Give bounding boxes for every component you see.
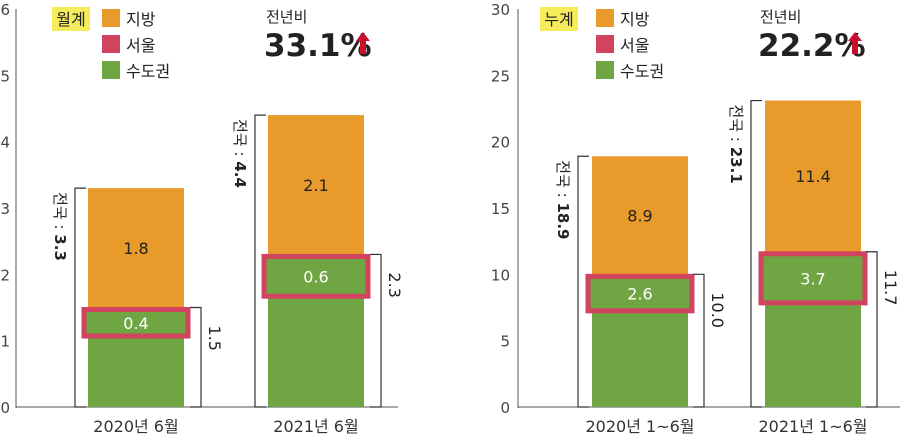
seoul-value-label: 0.6 [303, 267, 328, 286]
chart-panel-1: 0 1 2 3 4 5 6 0.4 1.8 2020년 6월 전국 : 3.3 1.5 0.6 2.1 20… [0, 1, 404, 436]
local-value-label: 11.4 [795, 167, 831, 186]
total-bracket [750, 99, 762, 408]
bar-local [765, 100, 861, 252]
legend-label: 지방 [126, 10, 156, 29]
capital-label-group: 1.5 [205, 326, 224, 351]
total-label-group: 전국 : 4.4 [231, 119, 249, 188]
total-label-value: 23.1 [727, 147, 745, 184]
y-tick-label: 20 [491, 134, 510, 152]
legend-label: 서울 [126, 36, 155, 55]
yoy-label: 전년비 [266, 8, 307, 26]
seoul-highlight-box [81, 307, 191, 339]
panel-tag: 누계 [544, 10, 573, 29]
x-category-label: 2021년 1~6월 [758, 417, 867, 436]
y-tick-label: 0 [0, 399, 10, 417]
up-arrow-icon [356, 32, 370, 54]
total-bracket [74, 187, 86, 408]
bar-local [592, 156, 688, 275]
tag-background [540, 7, 578, 31]
seoul-value-label: 3.7 [800, 269, 825, 288]
total-label-group: 전국 : 3.3 [51, 192, 69, 261]
total-label: 전국 : 3.3 [51, 192, 69, 261]
bar-local [88, 188, 184, 308]
yoy-value: 33.1% [264, 28, 372, 64]
legend-swatch [596, 61, 614, 79]
total-label-value: 4.4 [231, 161, 249, 188]
up-arrow-icon [848, 32, 862, 54]
capital-total-label: 10.0 [708, 292, 727, 328]
yoy-value: 22.2% [758, 28, 866, 64]
capital-label-group: 10.0 [708, 292, 727, 328]
total-label-prefix: 전국 : [727, 105, 745, 147]
capital-label-group: 2.3 [385, 272, 404, 297]
y-tick-label: 2 [0, 266, 10, 284]
y-tick-label: 4 [0, 134, 10, 152]
y-tick-label: 5 [500, 333, 510, 351]
capital-bracket [866, 251, 878, 408]
seoul-value-label: 0.4 [123, 314, 148, 333]
legend-swatch [596, 35, 614, 53]
local-value-label: 2.1 [303, 176, 328, 195]
y-tick-label: 30 [491, 1, 510, 19]
total-bracket [577, 155, 589, 408]
local-value-label: 1.8 [123, 239, 148, 258]
seoul-highlight-box [758, 251, 868, 306]
tag-background [52, 7, 90, 31]
legend-swatch [596, 9, 614, 27]
y-tick-label: 0 [500, 399, 510, 417]
seoul-highlight-box [585, 273, 695, 314]
x-category-label: 2020년 1~6월 [585, 417, 694, 436]
capital-total-label: 2.3 [385, 272, 404, 297]
total-label: 전국 : 23.1 [727, 105, 745, 184]
chart-panel-2: 0 5 10 15 20 25 30 2.6 8.9 2020년 1~6월 전국 : 18.9 10.… [491, 1, 900, 436]
legend-label: 지방 [620, 10, 650, 29]
x-category-label: 2021년 6월 [273, 417, 358, 436]
total-label-value: 3.3 [51, 234, 69, 261]
legend-label: 수도권 [620, 62, 664, 81]
legend-swatch [102, 61, 120, 79]
capital-total-label: 1.5 [205, 326, 224, 351]
capital-label-group: 11.7 [881, 270, 900, 306]
legend-label: 수도권 [126, 62, 170, 81]
x-category-label: 2020년 6월 [93, 417, 178, 436]
y-tick-label: 25 [491, 67, 510, 85]
legend-swatch [102, 9, 120, 27]
total-label-prefix: 전국 : [554, 160, 572, 202]
total-label-value: 18.9 [554, 202, 572, 239]
panel-tag: 월계 [56, 10, 85, 29]
seoul-highlight-box [261, 253, 371, 299]
capital-bracket [370, 253, 382, 408]
y-tick-label: 15 [491, 200, 510, 218]
y-tick-label: 6 [0, 1, 10, 19]
capital-bracket [693, 273, 705, 408]
capital-bracket [190, 306, 202, 408]
legend-swatch [102, 35, 120, 53]
y-tick-label: 10 [491, 266, 510, 284]
yoy-label: 전년비 [760, 8, 801, 26]
seoul-value-label: 2.6 [627, 285, 652, 304]
total-label-group: 전국 : 18.9 [554, 160, 572, 239]
total-label: 전국 : 4.4 [231, 119, 249, 188]
capital-total-label: 11.7 [881, 270, 900, 306]
total-label-group: 전국 : 23.1 [727, 105, 745, 184]
y-tick-label: 3 [0, 200, 10, 218]
y-tick-label: 1 [0, 333, 10, 351]
total-label-prefix: 전국 : [231, 119, 249, 161]
total-label-prefix: 전국 : [51, 192, 69, 234]
y-tick-label: 5 [0, 67, 10, 85]
total-label: 전국 : 18.9 [554, 160, 572, 239]
bar-local [268, 115, 364, 255]
total-bracket [254, 114, 266, 408]
legend-label: 서울 [620, 36, 649, 55]
local-value-label: 8.9 [627, 206, 652, 225]
